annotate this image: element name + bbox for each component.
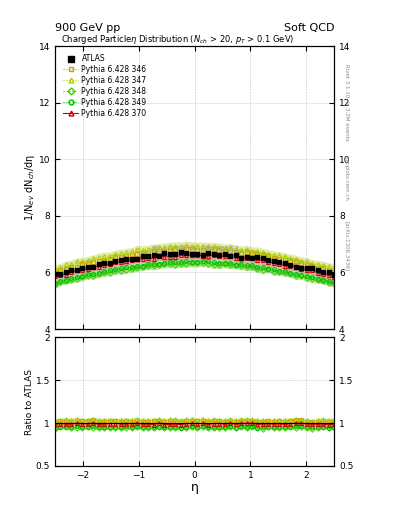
- Legend: ATLAS, Pythia 6.428 346, Pythia 6.428 347, Pythia 6.428 348, Pythia 6.428 349, P: ATLAS, Pythia 6.428 346, Pythia 6.428 34…: [62, 53, 148, 119]
- Text: Charged Particle$\eta$ Distribution ($N_{ch}$ > 20, $p_T$ > 0.1 GeV): Charged Particle$\eta$ Distribution ($N_…: [61, 33, 294, 46]
- Text: Soft QCD: Soft QCD: [284, 24, 334, 33]
- Y-axis label: 1/N$_{ev}$ dN$_{ch}$/dη: 1/N$_{ev}$ dN$_{ch}$/dη: [23, 154, 37, 221]
- Text: mcplots.cern.ch: mcplots.cern.ch: [344, 157, 349, 201]
- Y-axis label: Ratio to ATLAS: Ratio to ATLAS: [26, 369, 35, 435]
- X-axis label: η: η: [191, 481, 198, 494]
- Text: Rivet 3.1.10, ≥ 3.2M events: Rivet 3.1.10, ≥ 3.2M events: [344, 64, 349, 141]
- Text: ATLAS_2010_S8918562: ATLAS_2010_S8918562: [149, 245, 240, 254]
- Text: [arXiv:1306.3436]: [arXiv:1306.3436]: [344, 221, 349, 271]
- Text: 900 GeV pp: 900 GeV pp: [55, 24, 120, 33]
